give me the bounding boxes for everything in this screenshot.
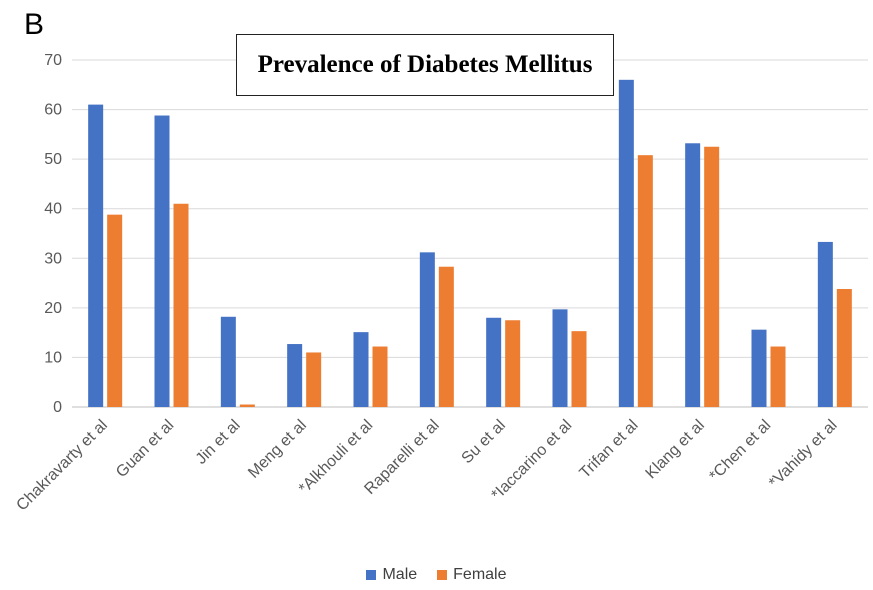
y-axis-ticks: 0 10 20 30 40 50 60 70 [44, 52, 62, 416]
bar-female-11 [836, 289, 852, 407]
y-tick-label: 0 [53, 399, 62, 416]
bars [88, 79, 852, 408]
legend-item-female: Female [437, 566, 507, 584]
x-tick-label: Su et al [459, 417, 509, 467]
bar-female-5 [438, 266, 454, 407]
bar-male-8 [618, 79, 634, 407]
bar-female-7 [571, 331, 587, 407]
bar-male-3 [287, 344, 303, 407]
chart-title: Prevalence of Diabetes Mellitus [257, 51, 593, 78]
chart-title-box: Prevalence of Diabetes Mellitus [236, 34, 614, 96]
bar-female-10 [770, 346, 786, 407]
gridlines [72, 59, 868, 408]
panel-label: B [24, 8, 45, 41]
bar-female-3 [306, 352, 322, 407]
bar-male-5 [419, 252, 435, 407]
bar-male-11 [817, 241, 833, 407]
x-tick-label: *Chen et al [706, 417, 774, 485]
bar-male-0 [88, 104, 104, 407]
x-tick-label: Klang et al [643, 417, 708, 482]
x-tick-label: Jin et al [193, 417, 244, 468]
legend-swatch [366, 570, 377, 580]
y-tick-label: 50 [44, 151, 62, 168]
y-tick-label: 70 [44, 52, 62, 69]
x-axis-labels: Chakravarty et al Guan et al Jin et al Meng… [13, 417, 840, 515]
bar-male-2 [220, 316, 236, 407]
x-tick-label: *Vahidy et al [766, 417, 841, 492]
y-tick-label: 40 [44, 201, 62, 218]
bar-female-1 [173, 203, 189, 407]
y-tick-label: 60 [44, 102, 62, 119]
legend: Male Female [0, 566, 873, 584]
legend-label: Female [453, 566, 507, 583]
bar-female-4 [372, 346, 388, 407]
x-tick-label: Trifan et al [577, 417, 642, 482]
bar-male-7 [552, 309, 568, 407]
bar-female-9 [704, 146, 720, 407]
x-tick-label: Chakravarty et al [13, 417, 111, 515]
y-tick-label: 30 [44, 250, 62, 267]
bar-male-6 [486, 317, 502, 407]
legend-item-male: Male [366, 566, 417, 584]
bar-female-2 [239, 404, 255, 407]
bar-male-9 [685, 143, 701, 407]
legend-label: Male [382, 566, 418, 583]
bar-female-6 [505, 320, 521, 407]
bar-male-10 [751, 329, 767, 407]
bar-male-4 [353, 332, 369, 407]
y-tick-label: 10 [44, 349, 62, 366]
x-tick-label: Meng et al [245, 417, 310, 482]
x-tick-label: Guan et al [113, 417, 177, 481]
y-tick-label: 20 [44, 300, 62, 317]
legend-swatch [437, 570, 448, 580]
bar-female-8 [637, 155, 653, 407]
bar-female-0 [107, 214, 123, 407]
bar-male-1 [154, 115, 170, 408]
